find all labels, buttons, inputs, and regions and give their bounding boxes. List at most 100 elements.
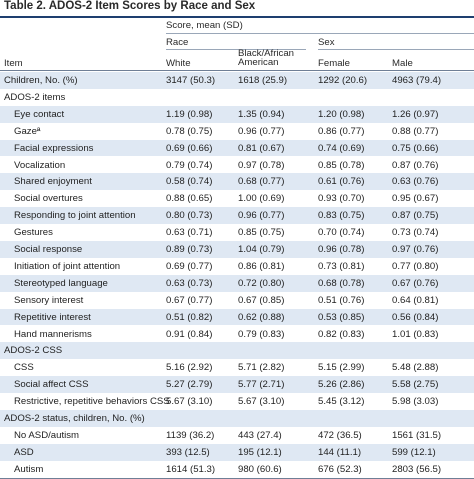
table-cell: 0.89 (0.73): [166, 244, 213, 255]
table-cell: 1.04 (0.79): [238, 244, 285, 255]
table-cell: 980 (60.6): [238, 463, 282, 475]
row-label: Gazeª: [14, 125, 41, 137]
col-female-header: Female: [318, 58, 350, 69]
table-cell: 0.67 (0.76): [392, 277, 439, 289]
table-cell: 1.20 (0.98): [318, 108, 365, 120]
table-cell: 0.53 (0.85): [318, 311, 365, 323]
table-cell: 1139 (36.2): [166, 429, 215, 441]
row-shading: [0, 173, 474, 191]
table-cell: 0.73 (0.81): [318, 260, 365, 272]
table-cell: 0.88 (0.77): [392, 125, 439, 137]
row-shading: [0, 410, 474, 427]
table-bottom-rule: [0, 477, 474, 479]
table-cell: 0.51 (0.76): [318, 294, 365, 306]
table-cell: 1.19 (0.98): [166, 108, 213, 120]
table-cell: 472 (36.5): [318, 429, 362, 441]
row-label: Eye contact: [14, 108, 65, 120]
row-label: Social affect CSS: [14, 379, 89, 391]
table-cell: 0.97 (0.76): [392, 244, 439, 255]
table-cell: 1561 (31.5): [392, 429, 442, 441]
table-cell: 0.88 (0.65): [166, 193, 213, 205]
col-male-header: Male: [392, 58, 413, 69]
row-shading: [0, 274, 474, 292]
row-shading: [0, 105, 474, 123]
table-cell: 0.79 (0.74): [166, 159, 213, 171]
table-cell: 0.79 (0.83): [238, 328, 285, 340]
row-label: Social overtures: [14, 193, 83, 205]
table-cell: 0.70 (0.74): [318, 227, 365, 239]
table-cell: 0.87 (0.76): [392, 159, 439, 171]
table-top-rule: [0, 16, 474, 18]
table-cell: 5.48 (2.88): [392, 362, 439, 374]
table-cell: 5.77 (2.71): [238, 379, 285, 391]
row-shading: [0, 308, 474, 326]
row-label: No ASD/autism: [14, 429, 80, 441]
table-cell: 0.67 (0.85): [238, 294, 285, 306]
race-header-rule: [166, 49, 306, 50]
row-label: Facial expressions: [14, 142, 94, 154]
table-cell: 0.80 (0.73): [166, 210, 213, 222]
table-cell: 5.16 (2.92): [166, 362, 213, 374]
row-shading: [0, 207, 474, 225]
table-cell: 1.26 (0.97): [392, 108, 439, 120]
table-cell: 1614 (51.3): [166, 463, 216, 475]
table-cell: 0.77 (0.80): [392, 260, 439, 272]
row-label: CSS: [14, 362, 34, 374]
row-label: Initiation of joint attention: [14, 260, 121, 272]
table-cell: 0.68 (0.77): [238, 176, 285, 188]
row-label: Autism: [14, 463, 44, 475]
table-cell: 0.87 (0.75): [392, 210, 439, 222]
row-shading: [0, 443, 474, 461]
score-header: Score, mean (SD): [166, 20, 243, 31]
table-cell: 0.63 (0.73): [166, 277, 213, 289]
score-header-rule: [166, 33, 474, 34]
row-label: Children, No. (%): [4, 75, 78, 86]
table-cell: 0.86 (0.77): [318, 125, 365, 137]
table-cell: 0.96 (0.77): [238, 210, 285, 222]
table-cell: 1.00 (0.69): [238, 193, 285, 205]
row-label: Vocalization: [14, 159, 66, 171]
table-cell: 0.96 (0.77): [238, 125, 285, 137]
table-cell: 1.35 (0.94): [238, 108, 285, 120]
sex-header: Sex: [318, 37, 335, 48]
table-cell: 5.71 (2.82): [238, 362, 285, 374]
table-cell: 676 (52.3): [318, 463, 362, 475]
table-cell: 0.95 (0.67): [392, 193, 439, 205]
table-cell: 0.68 (0.78): [318, 277, 365, 289]
table-cell: 144 (11.1): [318, 446, 362, 458]
table-cell: 5.26 (2.86): [318, 379, 365, 391]
table-cell: 2803 (56.5): [392, 463, 442, 475]
item-header: Item: [4, 58, 23, 69]
table-cell: 0.82 (0.83): [318, 328, 365, 340]
table-cell: 0.81 (0.67): [238, 142, 285, 154]
table-cell: 0.93 (0.70): [318, 193, 365, 205]
table-cell: 5.98 (3.03): [392, 396, 439, 408]
table-cell: 0.86 (0.81): [238, 260, 285, 272]
table-cell: 0.56 (0.84): [392, 311, 439, 323]
table-cell: 1618 (25.9): [238, 75, 288, 86]
table-cell: 0.96 (0.78): [318, 244, 365, 255]
section-label: ADOS-2 CSS: [4, 345, 63, 357]
table-cell: 393 (12.5): [166, 446, 210, 458]
row-shading: [0, 376, 474, 394]
row-label: Restrictive, repetitive behaviors CSS: [14, 396, 170, 408]
table-cell: 0.58 (0.74): [166, 176, 213, 188]
row-label: Shared enjoyment: [14, 176, 92, 188]
table-cell: 0.91 (0.84): [166, 328, 213, 340]
row-label: Hand mannerisms: [14, 328, 92, 340]
table-cell: 5.27 (2.79): [166, 379, 213, 391]
table-cell: 0.69 (0.77): [166, 260, 213, 272]
table-cell: 1292 (20.6): [318, 75, 368, 86]
row-shading: [0, 72, 474, 89]
table-cell: 0.61 (0.76): [318, 176, 365, 188]
table-cell: 0.67 (0.77): [166, 294, 213, 306]
table-title: Table 2. ADOS-2 Item Scores by Race and …: [4, 0, 256, 12]
table-cell: 1.01 (0.83): [392, 328, 439, 340]
col-black-header: Black/African American: [238, 48, 294, 68]
table-cell: 0.75 (0.66): [392, 142, 439, 154]
section-label: ADOS-2 items: [4, 91, 66, 103]
row-label: Sensory interest: [14, 294, 84, 306]
row-label: Social response: [14, 244, 83, 255]
col-white-header: White: [166, 58, 191, 69]
table-cell: 0.63 (0.71): [166, 227, 213, 239]
